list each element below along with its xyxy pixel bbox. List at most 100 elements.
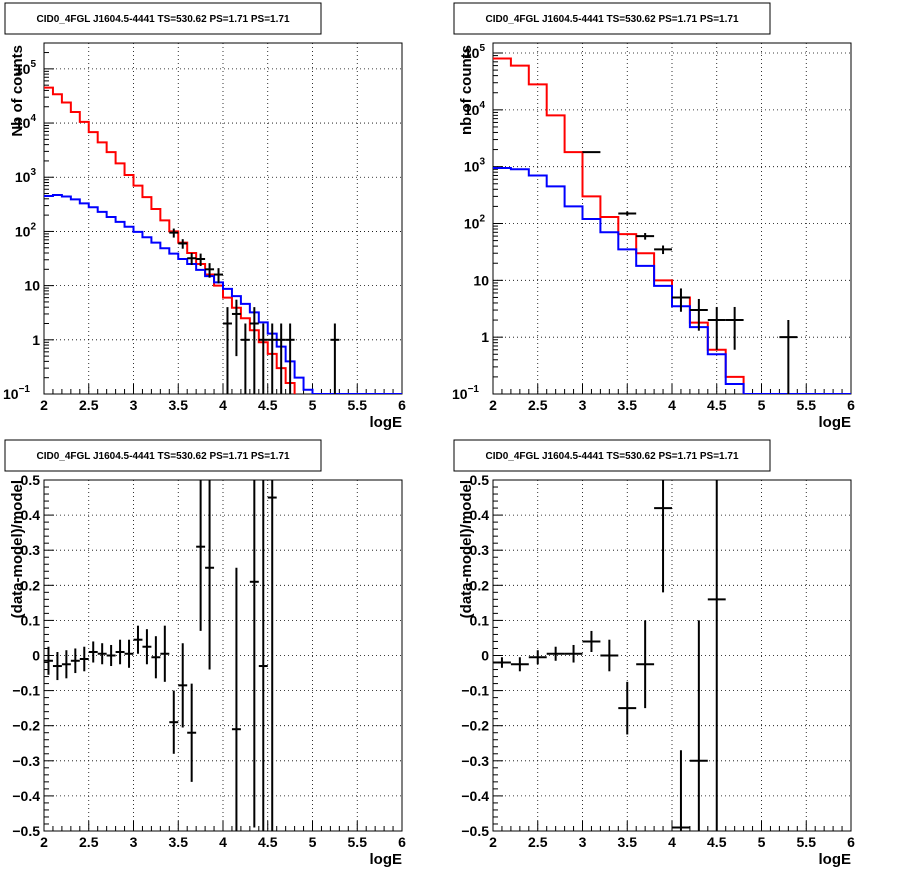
- y-tick-label: −0.3: [461, 753, 489, 769]
- y-tick-label: 10: [24, 278, 40, 294]
- chart-title: CID0_4FGL J1604.5-4441 TS=530.62 PS=1.71…: [36, 451, 289, 462]
- grid: [44, 43, 402, 394]
- y-tick-label: 0.5: [470, 472, 490, 488]
- data-point: [258, 480, 268, 831]
- x-tick-label: 5.5: [797, 397, 817, 413]
- title-box: [4, 2, 322, 35]
- data-point: [240, 323, 250, 394]
- y-tick-label: 0.1: [21, 612, 41, 628]
- y-tick-label: 0.1: [470, 612, 490, 628]
- grid: [44, 480, 402, 831]
- data-point: [231, 299, 241, 357]
- data-point: [276, 323, 286, 394]
- panel-counts-left: CID0_4FGL J1604.5-4441 TS=530.62 PS=1.71…: [0, 0, 449, 437]
- y-tick-label: 1: [481, 329, 489, 345]
- data-point: [115, 639, 125, 665]
- x-tick-label: 4.5: [258, 397, 278, 413]
- chart-title: CID0_4FGL J1604.5-4441 TS=530.62 PS=1.71…: [485, 14, 738, 25]
- data-point: [169, 228, 179, 238]
- y-axis-label: nb of counts: [458, 45, 475, 135]
- data-point: [707, 306, 726, 350]
- x-tick-label: 4: [219, 834, 227, 850]
- x-tick-label: 4: [668, 397, 676, 413]
- plot-area: [493, 480, 726, 831]
- data-point: [267, 480, 277, 831]
- data-point: [636, 233, 655, 240]
- x-tick-label: 3: [130, 834, 138, 850]
- data-point: [187, 683, 197, 782]
- chart-counts-left: CID0_4FGL J1604.5-4441 TS=530.62 PS=1.71…: [3, 2, 406, 431]
- data-point: [205, 480, 215, 670]
- y-tick-label: 103: [464, 157, 486, 175]
- x-tick-label: 5: [758, 834, 766, 850]
- x-tick-label: 3: [579, 397, 587, 413]
- data-point: [582, 151, 601, 154]
- x-tick-label: 5.5: [797, 834, 817, 850]
- data-point: [654, 245, 672, 255]
- x-tick-label: 2: [40, 397, 48, 413]
- data-point: [187, 252, 197, 266]
- data-point: [178, 643, 188, 728]
- y-tick-label: 0.5: [21, 472, 41, 488]
- y-tick-label: 105: [15, 59, 37, 77]
- data-point: [779, 320, 798, 394]
- x-axis-label: logE: [819, 414, 852, 431]
- x-tick-label: 2: [489, 834, 497, 850]
- series-line-1: [493, 166, 851, 394]
- y-tick-label: 0.2: [21, 577, 41, 593]
- title-box: [453, 2, 771, 35]
- data-point: [79, 646, 89, 672]
- x-tick-label: 3.5: [618, 834, 638, 850]
- x-tick-label: 5: [309, 397, 317, 413]
- data-point: [88, 641, 98, 663]
- y-tick-label: −0.4: [12, 788, 40, 804]
- y-tick-label: 1: [32, 332, 40, 348]
- x-tick-label: 3.5: [618, 397, 638, 413]
- y-tick-label: −0.1: [461, 683, 489, 699]
- chart-counts-right: CID0_4FGL J1604.5-4441 TS=530.62 PS=1.71…: [452, 2, 855, 431]
- x-axis-label: logE: [370, 414, 403, 431]
- x-tick-label: 4: [219, 397, 227, 413]
- data-point: [142, 629, 152, 665]
- x-tick-label: 4.5: [258, 834, 278, 850]
- plot-area: [44, 480, 277, 831]
- data-point: [124, 639, 134, 668]
- x-tick-label: 2.5: [79, 397, 99, 413]
- data-point: [178, 239, 188, 249]
- data-point: [52, 651, 62, 681]
- title-box: [453, 439, 771, 472]
- data-point: [582, 630, 601, 652]
- data-point: [600, 639, 619, 672]
- data-point: [510, 657, 529, 672]
- data-point: [133, 625, 143, 654]
- panel-residuals-left: CID0_4FGL J1604.5-4441 TS=530.62 PS=1.71…: [0, 437, 449, 874]
- data-point: [285, 323, 295, 394]
- data-point: [196, 253, 206, 267]
- y-tick-label: −0.1: [12, 683, 40, 699]
- y-tick-label: −0.3: [12, 753, 40, 769]
- x-axis-label: logE: [370, 851, 403, 868]
- data-point: [267, 323, 277, 394]
- data-point: [205, 263, 215, 278]
- data-point: [61, 650, 71, 679]
- x-axis-label: logE: [819, 851, 852, 868]
- data-point: [330, 323, 340, 394]
- data-point: [231, 567, 241, 831]
- data-point: [70, 648, 80, 674]
- panel-counts-right: CID0_4FGL J1604.5-4441 TS=530.62 PS=1.71…: [449, 0, 898, 437]
- data-point: [214, 268, 223, 284]
- data-point: [44, 646, 53, 675]
- data-point: [493, 657, 511, 668]
- y-tick-label: −0.5: [12, 823, 40, 839]
- data-point: [97, 643, 107, 665]
- data-point: [618, 681, 637, 735]
- series-line-0: [493, 57, 745, 394]
- x-tick-label: 4.5: [707, 397, 727, 413]
- data-point: [258, 323, 268, 394]
- x-tick-label: 4.5: [707, 834, 727, 850]
- data-point: [249, 480, 259, 828]
- y-tick-label: 102: [15, 221, 37, 239]
- x-tick-label: 5: [309, 834, 317, 850]
- chart-residuals-right: CID0_4FGL J1604.5-4441 TS=530.62 PS=1.71…: [453, 439, 855, 868]
- y-tick-label: −0.5: [461, 823, 489, 839]
